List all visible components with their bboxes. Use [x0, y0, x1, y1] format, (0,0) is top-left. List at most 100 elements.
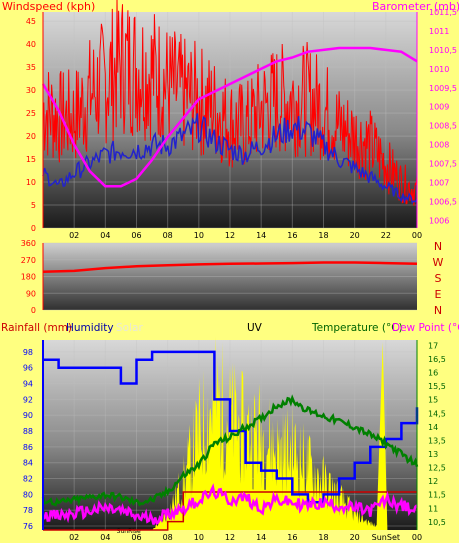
humidity-y-tick-label: 92 — [23, 395, 33, 404]
wind-x-tick-label: 06 — [131, 231, 141, 240]
temperature-y-tick-label: 16,5 — [428, 355, 446, 364]
temperature-y-tick-label: 12 — [428, 477, 438, 486]
wind-x-tick-label: 14 — [256, 231, 266, 240]
direction-y-tick-label: 270 — [21, 256, 36, 265]
barometer-y-tick-label: 1009,5 — [429, 84, 457, 93]
humidity-y-tick-label: 88 — [23, 427, 33, 436]
climate-x-tick-label: 16 — [287, 533, 297, 542]
wind-y-tick-label: 25 — [26, 109, 36, 118]
climate-x-tick-label: 00 — [412, 533, 422, 542]
climate-x-tick-label: 12 — [225, 533, 235, 542]
direction-y-tick-label: 90 — [26, 289, 36, 298]
compass-label: W — [433, 256, 444, 269]
temperature-y-tick-label: 14 — [428, 423, 438, 432]
compass-label: N — [434, 304, 442, 317]
sunrise-label: SunRise — [117, 528, 141, 535]
temperature-y-tick-label: 13,5 — [428, 436, 446, 445]
dewpoint-axis-title: Dew Point (°C — [392, 322, 459, 334]
barometer-y-tick-label: 1010,5 — [429, 46, 457, 55]
solar-spike — [376, 342, 388, 530]
barometer-y-tick-label: 1009 — [429, 103, 449, 112]
humidity-y-tick-label: 94 — [23, 380, 33, 389]
compass-label: S — [435, 272, 442, 285]
climate-x-tick-label: 18 — [318, 533, 328, 542]
barometer-y-tick-label: 1010 — [429, 65, 449, 74]
wind-y-tick-label: 0 — [31, 224, 36, 233]
wind-y-tick-label: 35 — [26, 63, 36, 72]
temperature-line — [41, 394, 419, 507]
barometer-y-tick-label: 1006,5 — [429, 197, 457, 206]
direction-y-tick-label: 0 — [31, 306, 36, 315]
climate-x-tick-label: 20 — [350, 533, 360, 542]
temperature-axis-title: Temperature (°C) — [311, 322, 403, 334]
wind-direction-line — [42, 261, 418, 274]
direction-y-tick-label: 180 — [21, 273, 36, 282]
climate-x-tick-label: 06 — [131, 533, 141, 542]
dewpoint-line — [42, 483, 418, 526]
temperature-y-tick-label: 14,5 — [428, 409, 446, 418]
temperature-y-tick-label: 17 — [428, 341, 438, 350]
wind-x-tick-label: 04 — [100, 231, 110, 240]
compass-label: N — [434, 240, 442, 253]
humidity-y-tick-label: 84 — [23, 459, 33, 468]
climate-x-tick-label: 04 — [100, 533, 110, 542]
humidity-y-tick-label: 98 — [23, 348, 33, 357]
humidity-y-tick-label: 76 — [23, 522, 33, 531]
barometer-y-tick-label: 1006 — [429, 216, 449, 225]
uv-solar-area — [43, 336, 417, 530]
wind-y-tick-label: 40 — [26, 40, 36, 49]
wind-y-tick-label: 20 — [26, 132, 36, 141]
climate-x-tick-label: 10 — [194, 533, 204, 542]
barometer-y-tick-label: 1008,5 — [429, 122, 457, 131]
uv-legend: UV — [247, 322, 263, 334]
temperature-y-tick-label: 11 — [428, 504, 438, 513]
humidity-line — [43, 350, 419, 504]
climate-x-tick-label: 02 — [69, 533, 79, 542]
windspeed-axis-title: Windspeed (kph) — [2, 0, 95, 13]
humidity-y-tick-label: 82 — [23, 475, 33, 484]
humidity-y-tick-label: 80 — [23, 490, 33, 499]
barometer-y-tick-label: 1008 — [429, 141, 449, 150]
humidity-y-tick-label: 86 — [23, 443, 33, 452]
direction-y-tick-label: 360 — [21, 239, 36, 248]
wind-y-tick-label: 5 — [31, 201, 36, 210]
wind-x-tick-label: 12 — [225, 231, 235, 240]
wind-y-tick-label: 10 — [26, 178, 36, 187]
humidity-legend: Humidity — [66, 322, 114, 334]
wind-y-tick-label: 15 — [26, 155, 36, 164]
temperature-y-tick-label: 10,5 — [428, 518, 446, 527]
wind-x-tick-label: 22 — [381, 231, 391, 240]
wind-x-tick-label: 08 — [163, 231, 173, 240]
barometer-line — [41, 46, 418, 188]
humidity-y-tick-label: 78 — [23, 506, 33, 515]
rain-axis-title: Rainfall (mm) — [1, 322, 72, 334]
wind-x-tick-label: 16 — [287, 231, 297, 240]
wind-average-line — [42, 113, 418, 205]
wind-y-tick-label: 30 — [26, 86, 36, 95]
barometer-y-tick-label: 1011 — [429, 27, 449, 36]
temperature-y-tick-label: 13 — [428, 450, 438, 459]
direction-chart-area — [43, 243, 417, 310]
temperature-y-tick-label: 11,5 — [428, 491, 446, 500]
barometer-y-tick-label: 1007,5 — [429, 160, 457, 169]
compass-label: E — [435, 288, 442, 301]
barometer-y-tick-label: 1011,5 — [429, 8, 457, 17]
wind-x-tick-label: 10 — [194, 231, 204, 240]
temperature-y-tick-label: 12,5 — [428, 464, 446, 473]
wind-x-tick-label: 20 — [350, 231, 360, 240]
temperature-y-tick-label: 15 — [428, 396, 438, 405]
barometer-y-tick-label: 1007 — [429, 179, 449, 188]
wind-x-tick-label: 02 — [69, 231, 79, 240]
barometer-axis-title: Barometer (mb) — [372, 0, 459, 13]
climate-x-tick-label: 14 — [256, 533, 266, 542]
wind-x-tick-label: 00 — [412, 231, 422, 240]
solar-legend: Solar — [116, 322, 143, 334]
temperature-y-tick-label: 15,5 — [428, 382, 446, 391]
humidity-y-tick-label: 96 — [23, 364, 33, 373]
climate-x-tick-label: SunSet — [372, 533, 400, 542]
wind-y-tick-label: 45 — [26, 17, 36, 26]
temperature-y-tick-label: 16 — [428, 369, 438, 378]
climate-x-tick-label: 08 — [163, 533, 173, 542]
humidity-y-tick-label: 90 — [23, 411, 33, 420]
